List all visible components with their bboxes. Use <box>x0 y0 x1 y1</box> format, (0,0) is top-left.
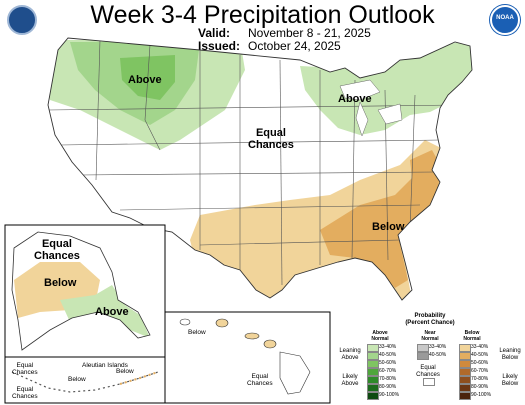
legend-above-label: 70-80% <box>379 376 397 382</box>
legend-equal-swatch <box>423 378 435 386</box>
legend-below-label: 33-40% <box>471 344 489 350</box>
label-aleutian-equal-lower: Equal Chances <box>12 386 38 400</box>
legend-below-swatch <box>459 360 471 368</box>
legend-below-header: Below Normal <box>463 330 481 342</box>
legend-above-swatch <box>367 376 379 384</box>
noaa-logo-text: NOAA <box>496 15 514 21</box>
label-above-great-lakes: Above <box>338 93 372 105</box>
label-alaska-below: Below <box>44 277 77 289</box>
label-hawaii-below: Below <box>188 329 206 336</box>
noaa-logo-icon: NOAA <box>490 5 520 35</box>
valid-value: November 8 - 21, 2025 <box>248 26 371 40</box>
legend: Probability (Percent Chance) Above Norma… <box>335 312 525 405</box>
label-aleutian-title: Aleutian Islands <box>82 362 128 369</box>
legend-above-swatch <box>367 352 379 360</box>
legend-near-header: Near Normal <box>421 330 439 342</box>
label-alaska-equal-chances: Equal Chances <box>34 238 80 262</box>
legend-above-label: 80-90% <box>379 384 397 390</box>
legend-below-swatch <box>459 384 471 392</box>
valid-row: Valid: November 8 - 21, 2025 <box>198 27 371 40</box>
legend-above-swatch <box>367 344 379 352</box>
label-above-northwest: Above <box>128 74 162 86</box>
legend-above-label: 33-40% <box>379 344 397 350</box>
seal-icon <box>7 5 37 35</box>
legend-above-label: 40-50% <box>379 352 397 358</box>
legend-above-label: 90-100% <box>379 392 400 398</box>
legend-above-swatch <box>367 384 379 392</box>
legend-leaning-above: Leaning Above <box>339 348 361 361</box>
legend-near-label: 40-50% <box>429 352 447 358</box>
legend-above-label: 50-60% <box>379 360 397 366</box>
hawaii-inset <box>164 311 331 404</box>
legend-above-swatch <box>367 368 379 376</box>
legend-below-swatch <box>459 352 471 360</box>
legend-below-label: 60-70% <box>471 368 489 374</box>
issued-row: Issued: October 24, 2025 <box>198 40 371 53</box>
label-hawaii-equal-chances: Equal Chances <box>247 373 273 387</box>
issued-value: October 24, 2025 <box>248 39 341 53</box>
legend-below-label: 40-50% <box>471 352 489 358</box>
great-lakes <box>339 79 403 137</box>
legend-near-swatch <box>417 352 429 360</box>
legend-likely-above: Likely Above <box>341 374 359 387</box>
label-aleutian-below-right: Below <box>116 368 134 375</box>
legend-leaning-below: Leaning Below <box>499 348 521 361</box>
legend-below-swatch <box>459 376 471 384</box>
valid-label: Valid: <box>198 26 231 40</box>
label-alaska-above: Above <box>95 306 129 318</box>
legend-below-swatch <box>459 392 471 400</box>
label-equal-chances: Equal Chances <box>248 127 294 151</box>
issued-label: Issued: <box>198 39 241 53</box>
legend-near-swatch <box>417 344 429 352</box>
legend-below-label: 50-60% <box>471 360 489 366</box>
legend-below-label: 90-100% <box>471 392 492 398</box>
aleutian-below <box>119 371 159 385</box>
legend-likely-below: Likely Below <box>501 374 519 387</box>
legend-below-swatch <box>459 344 471 352</box>
legend-above-label: 60-70% <box>379 368 397 374</box>
legend-below-label: 70-80% <box>471 376 489 382</box>
legend-below-label: 80-90% <box>471 384 489 390</box>
conus-outline <box>47 37 473 301</box>
alaska-outline <box>11 231 151 351</box>
legend-above-header: Above Normal <box>371 330 389 342</box>
hawaii-islands <box>179 318 311 395</box>
legend-above-swatch <box>367 392 379 400</box>
legend-title: Probability (Percent Chance) <box>405 313 455 326</box>
legend-equal-chances: Equal Chances <box>416 365 440 378</box>
label-aleutian-below-center: Below <box>68 376 86 383</box>
dates-block: Valid: November 8 - 21, 2025 Issued: Octob… <box>198 27 371 53</box>
label-aleutian-equal-left: Equal Chances <box>12 362 38 376</box>
legend-above-swatch <box>367 360 379 368</box>
page-title: Week 3-4 Precipitation Outlook <box>90 1 435 29</box>
label-below-southeast: Below <box>372 221 405 233</box>
legend-below-swatch <box>459 368 471 376</box>
legend-near-label: 33-40% <box>429 344 447 350</box>
